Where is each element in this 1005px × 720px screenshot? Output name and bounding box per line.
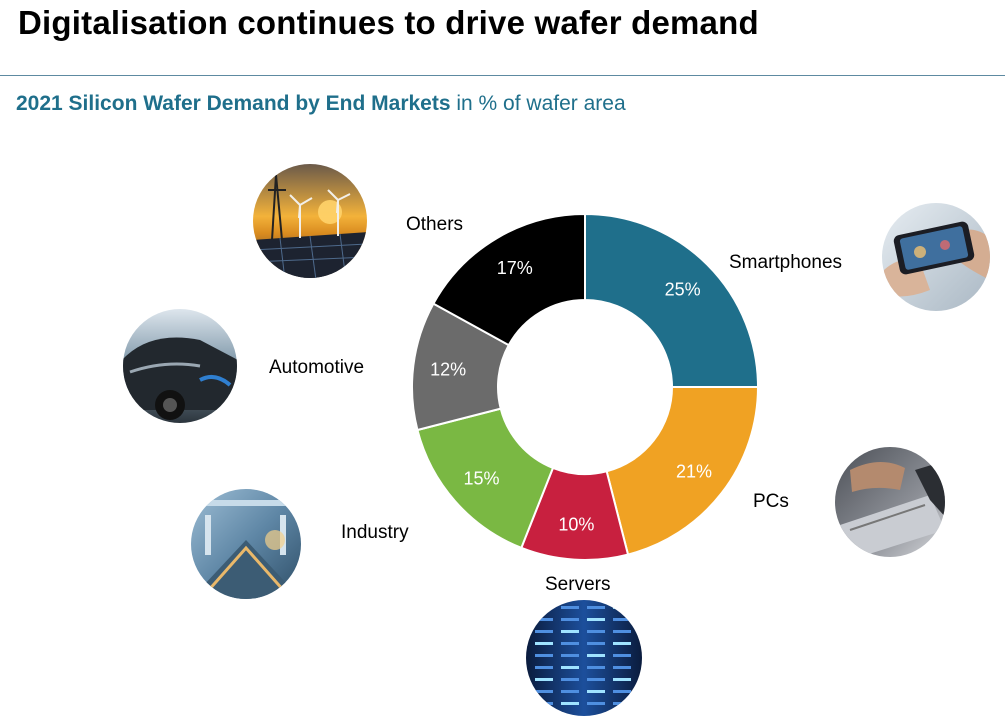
server-light	[613, 666, 631, 669]
server-light	[587, 702, 605, 705]
server-light	[561, 630, 579, 633]
server-light	[613, 690, 631, 693]
server-light	[561, 606, 579, 609]
donut-slice-others	[432, 212, 586, 347]
server-light	[535, 606, 553, 609]
smartphone-photo-icon	[882, 203, 990, 311]
donut-slice-smartphones	[584, 212, 760, 388]
donut-slices	[411, 212, 760, 561]
slice-value-label-pcs: 21%	[676, 462, 712, 482]
server-light	[561, 666, 579, 669]
wind-solar-photo-icon	[253, 164, 367, 278]
server-light	[587, 654, 605, 657]
category-label-smartphones: Smartphones	[729, 252, 842, 273]
category-label-automotive: Automotive	[269, 357, 364, 378]
slice-value-label-servers: 10%	[558, 515, 594, 535]
subtitle-bold: 2021 Silicon Wafer Demand by End Markets	[16, 92, 451, 115]
server-light	[561, 702, 579, 705]
server-light	[535, 642, 553, 645]
category-label-others: Others	[406, 214, 463, 235]
server-light	[613, 654, 631, 657]
server-light	[587, 690, 605, 693]
server-light	[561, 678, 579, 681]
server-light	[535, 690, 553, 693]
server-light	[613, 642, 631, 645]
chart-subtitle: 2021 Silicon Wafer Demand by End Markets…	[16, 92, 626, 116]
laptop-photo-icon	[835, 447, 945, 557]
page-title: Digitalisation continues to drive wafer …	[18, 4, 759, 41]
category-label-industry: Industry	[341, 522, 409, 543]
category-label-servers: Servers	[545, 574, 610, 595]
server-light	[535, 702, 553, 705]
donut-slice-pcs	[605, 386, 760, 556]
slice-value-label-automotive: 12%	[430, 360, 466, 380]
server-light	[535, 630, 553, 633]
server-light	[587, 606, 605, 609]
server-light	[613, 618, 631, 621]
server-light	[587, 630, 605, 633]
server-light	[587, 618, 605, 621]
server-light	[561, 690, 579, 693]
slice-value-labels: 25% 21% 10% 15% 12% 17%	[430, 258, 712, 535]
server-light	[535, 666, 553, 669]
server-rack-photo-icon	[526, 600, 642, 716]
server-light	[561, 654, 579, 657]
slice-value-label-industry: 15%	[463, 468, 499, 488]
server-light	[561, 642, 579, 645]
server-light	[613, 678, 631, 681]
server-light	[535, 678, 553, 681]
subtitle-rest: in % of wafer area	[450, 92, 626, 115]
server-light	[587, 666, 605, 669]
server-light	[587, 678, 605, 681]
slice-value-label-smartphones: 25%	[665, 279, 701, 299]
server-light	[587, 642, 605, 645]
server-light	[613, 630, 631, 633]
server-light	[535, 618, 553, 621]
title-divider	[0, 75, 1005, 76]
server-light	[561, 618, 579, 621]
server-light	[613, 702, 631, 705]
factory-photo-icon	[191, 489, 301, 599]
server-light	[535, 654, 553, 657]
slice-value-label-others: 17%	[497, 258, 533, 278]
electric-car-photo-icon	[123, 309, 237, 423]
category-label-pcs: PCs	[753, 491, 789, 512]
server-light	[613, 606, 631, 609]
